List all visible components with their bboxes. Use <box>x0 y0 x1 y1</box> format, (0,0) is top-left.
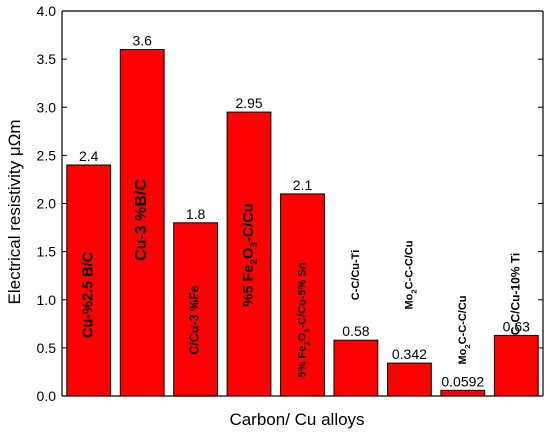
bar-value-label: 2.4 <box>79 148 99 164</box>
bar-category-label: 5% Fe2O3-C/Cu-5% Sn <box>296 262 311 377</box>
bar-category-label: Cu-%2.5 B/C <box>81 251 97 338</box>
bar-category-label: C/Cu-3 %Fe <box>188 285 202 355</box>
bar <box>226 111 272 397</box>
bar <box>173 222 218 397</box>
bar-category-label: %5 Fe2O3-C/Cu <box>241 203 260 306</box>
bar-value-label: 0.58 <box>342 323 369 339</box>
bar-value-label: 2.95 <box>235 95 262 111</box>
bar-category-labels-layer: Cu-%2.5 B/C Cu-3 %B/C C/Cu-3 %Fe %5 Fe2O3-C… <box>81 179 523 378</box>
axes-layer: 0.0 0.5 1.0 1.5 2.0 2.5 3.0 3.5 4.0 <box>37 3 544 404</box>
y-tick-label: 0.0 <box>37 388 57 404</box>
bars-layer <box>66 49 539 397</box>
y-tick-label: 2.0 <box>37 196 57 212</box>
bar-category-label: C-C/Cu-Ti <box>350 250 362 301</box>
bar-category-label: Mo2C-C-C/Cu <box>403 240 418 309</box>
value-labels-layer: 2.4 3.6 1.8 2.95 2.1 0.58 0.342 0.0592 0.63 <box>79 33 530 390</box>
x-axis-title: Carbon/ Cu alloys <box>229 410 364 429</box>
bar <box>119 49 165 397</box>
y-tick-label: 3.5 <box>37 51 57 67</box>
y-tick-label: 0.5 <box>37 340 57 356</box>
bar-value-label: 1.8 <box>186 206 206 222</box>
bar <box>387 362 432 397</box>
bar-value-label: 2.1 <box>293 177 313 193</box>
bar <box>333 339 379 397</box>
y-tick-label: 4.0 <box>37 3 57 19</box>
bar-value-label: 0.342 <box>392 346 427 362</box>
bar <box>440 389 486 397</box>
y-axis-title: Electrical resistivity μΩm <box>5 120 24 305</box>
bar-value-label: 3.6 <box>132 33 152 49</box>
bar-value-label: 0.63 <box>503 318 530 334</box>
y-tick-label: 1.0 <box>37 292 57 308</box>
bar-category-label: Mo2C-C-C/Cu <box>457 295 472 364</box>
bar <box>280 193 325 397</box>
bar <box>493 334 539 397</box>
bar-category-label: C-C/Cu-10% Ti <box>508 253 522 335</box>
bar-value-label: 0.0592 <box>441 373 484 389</box>
y-tick-label: 1.5 <box>37 244 57 260</box>
bar-category-label: Cu-3 %B/C <box>133 179 150 261</box>
y-tick-label: 3.0 <box>37 99 57 115</box>
y-tick-label: 2.5 <box>37 147 57 163</box>
bar <box>66 164 112 397</box>
